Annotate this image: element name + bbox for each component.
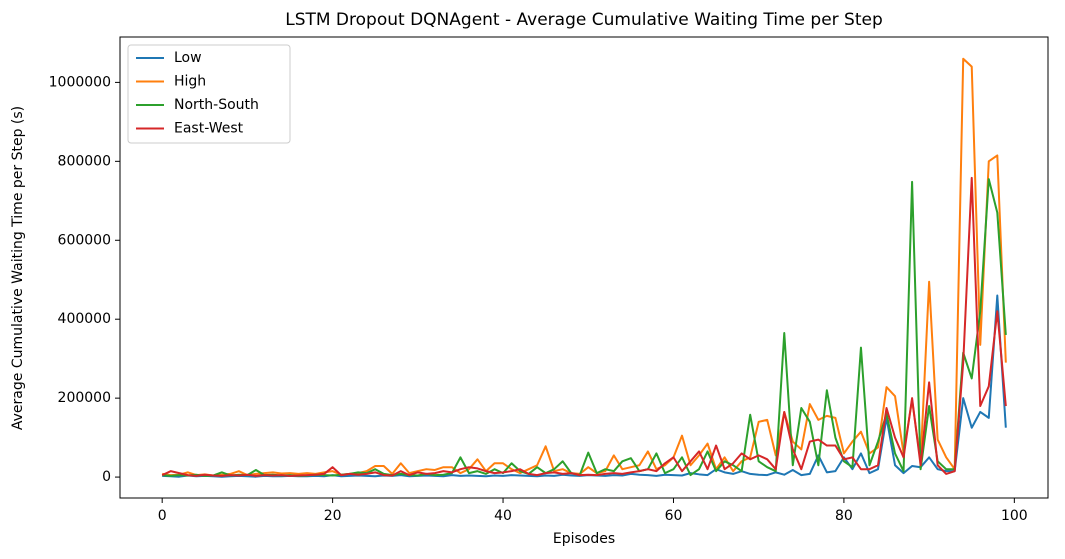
- x-tick-label: 40: [494, 508, 512, 524]
- chart-title: LSTM Dropout DQNAgent - Average Cumulati…: [285, 10, 883, 30]
- plot-frame: [119, 36, 1049, 499]
- y-tick-label: 400000: [58, 311, 111, 327]
- y-axis-label: Average Cumulative Waiting Time per Step…: [10, 106, 26, 430]
- y-tick-label: 0: [102, 469, 111, 485]
- y-tick-label: 800000: [58, 153, 111, 169]
- y-tick-label: 1000000: [49, 74, 111, 90]
- x-tick-label: 0: [158, 508, 167, 524]
- legend-box: [127, 44, 291, 144]
- x-tick-label: 80: [835, 508, 853, 524]
- legend-label: North-South: [174, 97, 259, 113]
- x-tick-label: 20: [324, 508, 342, 524]
- x-axis-label: Episodes: [553, 531, 615, 547]
- legend-label: Low: [174, 50, 202, 66]
- x-tick-label: 100: [1001, 508, 1028, 524]
- x-tick-label: 60: [665, 508, 683, 524]
- legend-label: East-West: [174, 121, 244, 137]
- series-line: [161, 176, 1007, 477]
- y-tick-label: 600000: [58, 232, 111, 248]
- series-line: [162, 57, 1007, 477]
- y-tick-label: 200000: [58, 390, 111, 406]
- legend-label: High: [174, 74, 206, 90]
